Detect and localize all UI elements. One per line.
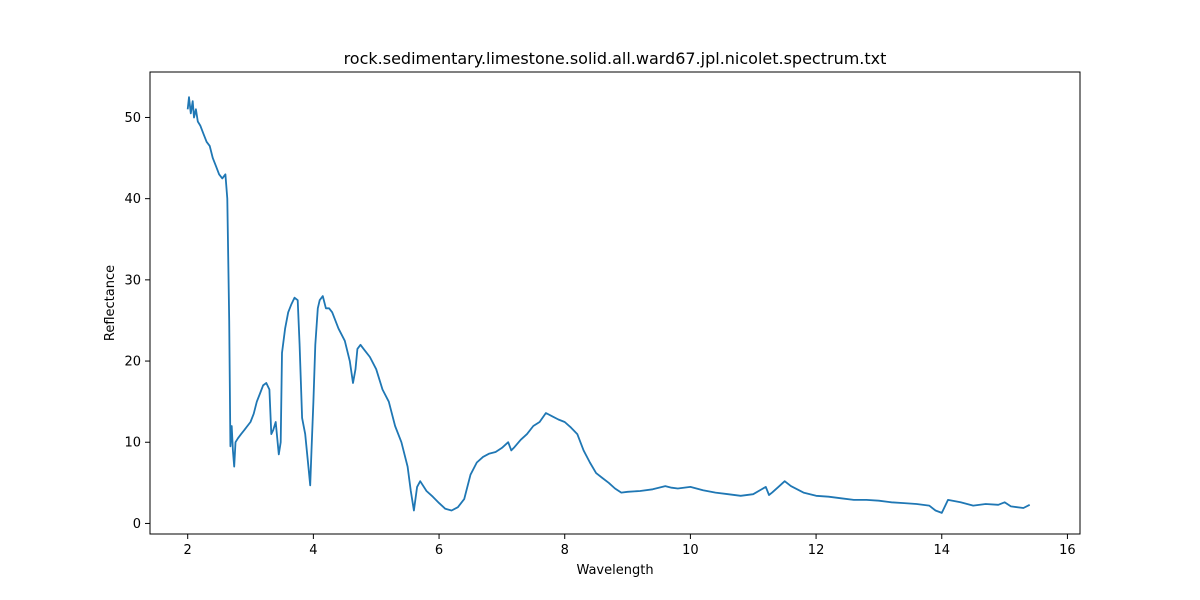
x-tick-label: 4 — [309, 543, 317, 558]
plot-frame — [149, 71, 1081, 535]
y-axis: 0 10 20 30 40 50 — [124, 111, 150, 532]
x-tick-label: 2 — [184, 543, 192, 558]
y-tick-label: 10 — [124, 436, 141, 451]
x-axis: 2 4 6 8 10 12 14 16 — [184, 534, 1076, 558]
x-tick-label: 16 — [1059, 543, 1076, 558]
y-axis-label: Reflectance — [103, 265, 118, 341]
y-tick-label: 40 — [124, 192, 141, 207]
y-tick-label: 50 — [124, 111, 141, 126]
x-tick-label: 6 — [435, 543, 443, 558]
x-tick-label: 8 — [561, 543, 569, 558]
x-tick-label: 10 — [682, 543, 699, 558]
series-line — [186, 96, 1031, 514]
chart-title: rock.sedimentary.limestone.solid.all.war… — [344, 49, 887, 68]
y-tick-label: 0 — [133, 517, 141, 532]
x-axis-label: Wavelength — [576, 563, 653, 578]
x-tick-label: 14 — [933, 543, 950, 558]
y-tick-label: 20 — [124, 355, 141, 370]
x-tick-label: 12 — [808, 543, 825, 558]
y-tick-label: 30 — [124, 273, 141, 288]
